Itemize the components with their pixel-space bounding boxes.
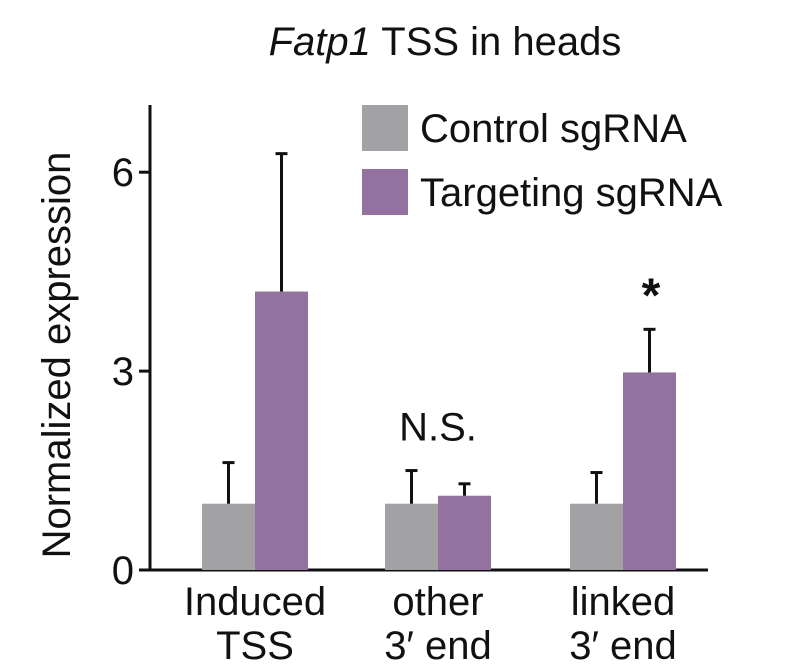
legend: Control sgRNA Targeting sgRNA — [362, 105, 723, 215]
bar-targeting-1 — [438, 495, 491, 570]
bar-control-1 — [385, 503, 438, 570]
y-tick-label-3: 3 — [112, 350, 134, 394]
x-tick-label-0-line-1: TSS — [216, 624, 294, 667]
x-tick-label-2-line-0: linked — [571, 580, 676, 624]
legend-label-targeting: Targeting sgRNA — [420, 171, 723, 215]
y-axis-label: Normalized expression — [35, 152, 79, 559]
bar-targeting-0 — [255, 291, 308, 570]
x-tick-label-2-line-1: 3′ end — [569, 624, 677, 667]
y-tick-label-0: 0 — [112, 549, 134, 593]
x-tick-label-1-line-0: other — [392, 580, 483, 624]
x-tick-label-2: linked 3′ end — [569, 580, 677, 667]
chart-title: Fatp1 TSS in heads — [269, 20, 622, 64]
legend-label-control: Control sgRNA — [420, 107, 687, 151]
bar-control-0 — [202, 503, 255, 570]
y-tick-label-6: 6 — [112, 151, 134, 195]
x-tick-label-0-line-0: Induced — [184, 580, 326, 624]
chart-title-italic: Fatp1 — [269, 20, 371, 64]
bar-control-2 — [570, 503, 623, 570]
chart-title-rest: TSS in heads — [371, 20, 622, 64]
legend-swatch-control — [362, 105, 408, 151]
legend-swatch-targeting — [362, 169, 408, 215]
bar-targeting-2 — [623, 372, 676, 570]
bars — [202, 152, 676, 570]
x-tick-label-1-line-1: 3′ end — [384, 624, 492, 667]
annotations: N.S. * — [399, 269, 661, 449]
annotation-0: N.S. — [399, 406, 477, 450]
annotation-1: * — [642, 269, 661, 322]
x-tick-label-1: other 3′ end — [384, 580, 492, 667]
x-tick-label-0: Induced TSS — [184, 580, 326, 667]
